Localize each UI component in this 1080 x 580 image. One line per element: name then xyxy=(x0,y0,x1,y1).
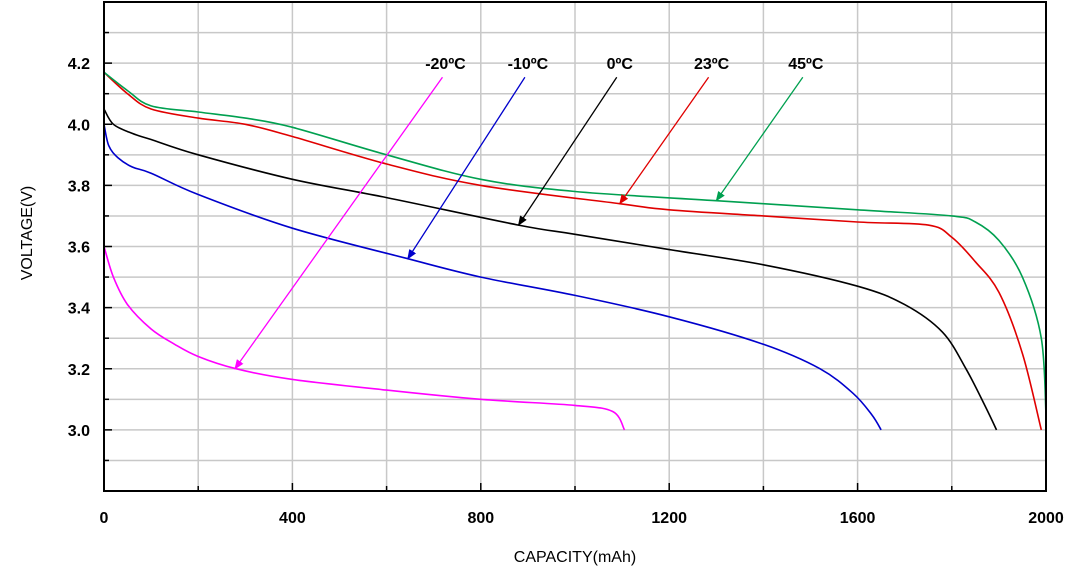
y-axis-title: VOLTAGE(V) xyxy=(19,186,36,281)
y-tick-label: 3.4 xyxy=(68,301,90,318)
series-line-3 xyxy=(103,71,1043,431)
series-annotations: -20ºC -10ºC 0ºC 23ºC 45ºC xyxy=(234,56,824,370)
x-tick-label: 2000 xyxy=(1028,510,1064,527)
x-axis-title: CAPACITY(mAh) xyxy=(514,549,636,566)
y-tick-label: 3.6 xyxy=(68,240,90,257)
x-tick-label: 0 xyxy=(100,510,109,527)
y-tick-label: 4.0 xyxy=(68,117,90,134)
series-label-4: 45ºC xyxy=(788,56,824,73)
x-tick-label: 400 xyxy=(279,510,306,527)
x-tick-label: 1200 xyxy=(651,510,687,527)
axes: 0 400 800 1200 1600 2000 3.0 3.2 3.4 3.6 3.8 4.0 4.2 xyxy=(68,1,1064,527)
series-line-4 xyxy=(103,71,1047,415)
series-label-1: -10ºC xyxy=(508,56,549,73)
series-label-0: -20ºC xyxy=(425,56,466,73)
series-label-3: 23ºC xyxy=(694,56,730,73)
y-tick-label: 4.2 xyxy=(68,56,90,73)
series-line-1 xyxy=(103,124,882,431)
series-arrow-3 xyxy=(619,76,710,205)
series-line-2 xyxy=(103,108,998,431)
series-label-2: 0ºC xyxy=(607,56,634,73)
grid xyxy=(104,2,1046,491)
series-arrow-4 xyxy=(715,76,804,202)
series-arrow-1 xyxy=(407,76,526,260)
x-tick-label: 800 xyxy=(467,510,494,527)
series-line-0 xyxy=(103,246,626,431)
series-arrow-2 xyxy=(517,76,618,226)
series-lines xyxy=(103,71,1047,431)
series-arrow-0 xyxy=(234,76,444,370)
y-tick-label: 3.2 xyxy=(68,362,90,379)
y-tick-label: 3.0 xyxy=(68,423,90,440)
x-tick-label: 1600 xyxy=(840,510,876,527)
y-tick-label: 3.8 xyxy=(68,178,90,195)
